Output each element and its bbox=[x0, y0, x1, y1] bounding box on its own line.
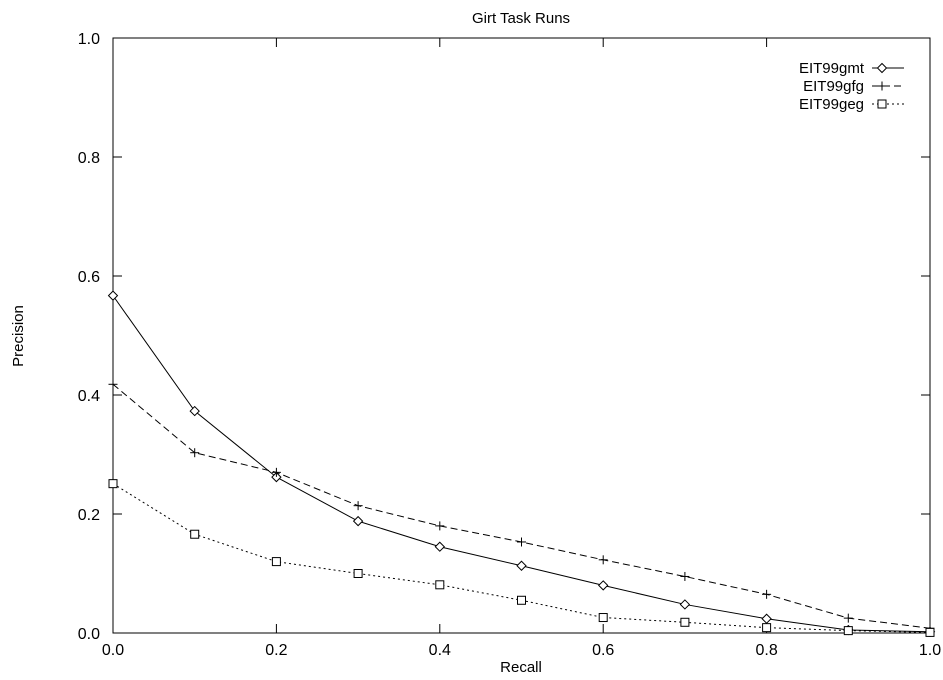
data-point bbox=[435, 521, 445, 531]
series-1 bbox=[108, 379, 935, 633]
chart-title: Girt Task Runs bbox=[472, 10, 570, 27]
series-2 bbox=[108, 479, 935, 637]
x-tick-label: 0.4 bbox=[429, 642, 451, 659]
data-point bbox=[761, 613, 772, 624]
data-point bbox=[762, 623, 772, 633]
data-point bbox=[352, 515, 364, 527]
y-tick-label: 0.2 bbox=[78, 507, 100, 524]
legend-item-2: EIT99geg bbox=[799, 96, 904, 113]
data-point bbox=[843, 626, 853, 636]
diamond-marker-shape bbox=[434, 541, 446, 552]
x-axis-label: Recall bbox=[500, 659, 542, 676]
legend-label: EIT99geg bbox=[799, 96, 864, 113]
diamond-marker-shape bbox=[679, 599, 691, 610]
square-marker-shape bbox=[877, 99, 887, 109]
diamond-marker-shape bbox=[271, 471, 282, 483]
y-tick-label: 1.0 bbox=[78, 31, 100, 48]
y-tick-label: 0.6 bbox=[78, 269, 100, 286]
square-marker-shape bbox=[108, 479, 118, 489]
x-tick-label: 0.6 bbox=[592, 642, 614, 659]
data-point bbox=[679, 599, 691, 610]
x-tick-label: 0.0 bbox=[102, 642, 124, 659]
data-point bbox=[925, 627, 935, 637]
data-point bbox=[190, 529, 200, 539]
legend-item-0: EIT99gmt bbox=[799, 60, 904, 77]
data-point bbox=[517, 537, 526, 547]
x-tick-label: 0.8 bbox=[755, 642, 777, 659]
data-point bbox=[190, 448, 200, 458]
legend-item-1: EIT99gfg bbox=[803, 78, 904, 95]
square-marker-shape bbox=[271, 557, 281, 567]
square-marker-shape bbox=[190, 529, 200, 539]
data-point bbox=[598, 613, 608, 623]
data-point bbox=[189, 405, 200, 417]
data-point bbox=[108, 479, 118, 489]
square-marker-shape bbox=[925, 627, 935, 637]
series-line-2 bbox=[112, 483, 931, 633]
data-point bbox=[598, 555, 608, 565]
square-marker-shape bbox=[435, 580, 445, 590]
data-point bbox=[843, 613, 853, 623]
data-point bbox=[516, 560, 527, 571]
diamond-marker-shape bbox=[516, 560, 527, 571]
series-line-0 bbox=[112, 295, 931, 633]
x-tick-label: 1.0 bbox=[919, 642, 941, 659]
data-point bbox=[435, 580, 445, 590]
diamond-marker-shape bbox=[597, 580, 609, 591]
legend-marker bbox=[877, 81, 887, 91]
y-tick-label: 0.8 bbox=[78, 150, 100, 167]
legend-label: EIT99gmt bbox=[799, 60, 865, 77]
data-point bbox=[107, 290, 119, 301]
legend-marker bbox=[877, 99, 887, 109]
plot-frame bbox=[112, 37, 931, 634]
data-point bbox=[597, 580, 609, 591]
y-tick-label: 0.0 bbox=[78, 626, 100, 643]
square-marker-shape bbox=[680, 617, 690, 627]
diamond-marker-shape bbox=[352, 515, 364, 527]
data-point bbox=[517, 595, 526, 605]
square-marker-shape bbox=[353, 569, 363, 578]
data-point bbox=[680, 571, 690, 581]
square-marker-shape bbox=[843, 626, 853, 636]
x-tick-label: 0.2 bbox=[265, 642, 287, 659]
legend-label: EIT99gfg bbox=[803, 78, 864, 95]
data-point bbox=[271, 557, 281, 567]
data-point bbox=[108, 379, 118, 389]
series-line-1 bbox=[112, 383, 931, 629]
data-point bbox=[434, 541, 446, 552]
square-marker-shape bbox=[598, 613, 608, 623]
diamond-marker-shape bbox=[876, 62, 888, 74]
data-point bbox=[680, 617, 690, 627]
y-axis-label: Precision bbox=[10, 305, 27, 367]
y-tick-label: 0.4 bbox=[78, 388, 100, 405]
data-point bbox=[353, 569, 363, 578]
data-point bbox=[353, 501, 363, 511]
square-marker-shape bbox=[762, 623, 772, 633]
data-point bbox=[271, 471, 282, 483]
diamond-marker-shape bbox=[761, 613, 772, 624]
data-point bbox=[762, 589, 772, 599]
diamond-marker-shape bbox=[189, 405, 200, 417]
legend-marker bbox=[876, 62, 888, 74]
data-point bbox=[271, 467, 281, 477]
series-0 bbox=[107, 290, 936, 638]
square-marker-shape bbox=[517, 595, 526, 605]
diamond-marker-shape bbox=[107, 290, 119, 301]
